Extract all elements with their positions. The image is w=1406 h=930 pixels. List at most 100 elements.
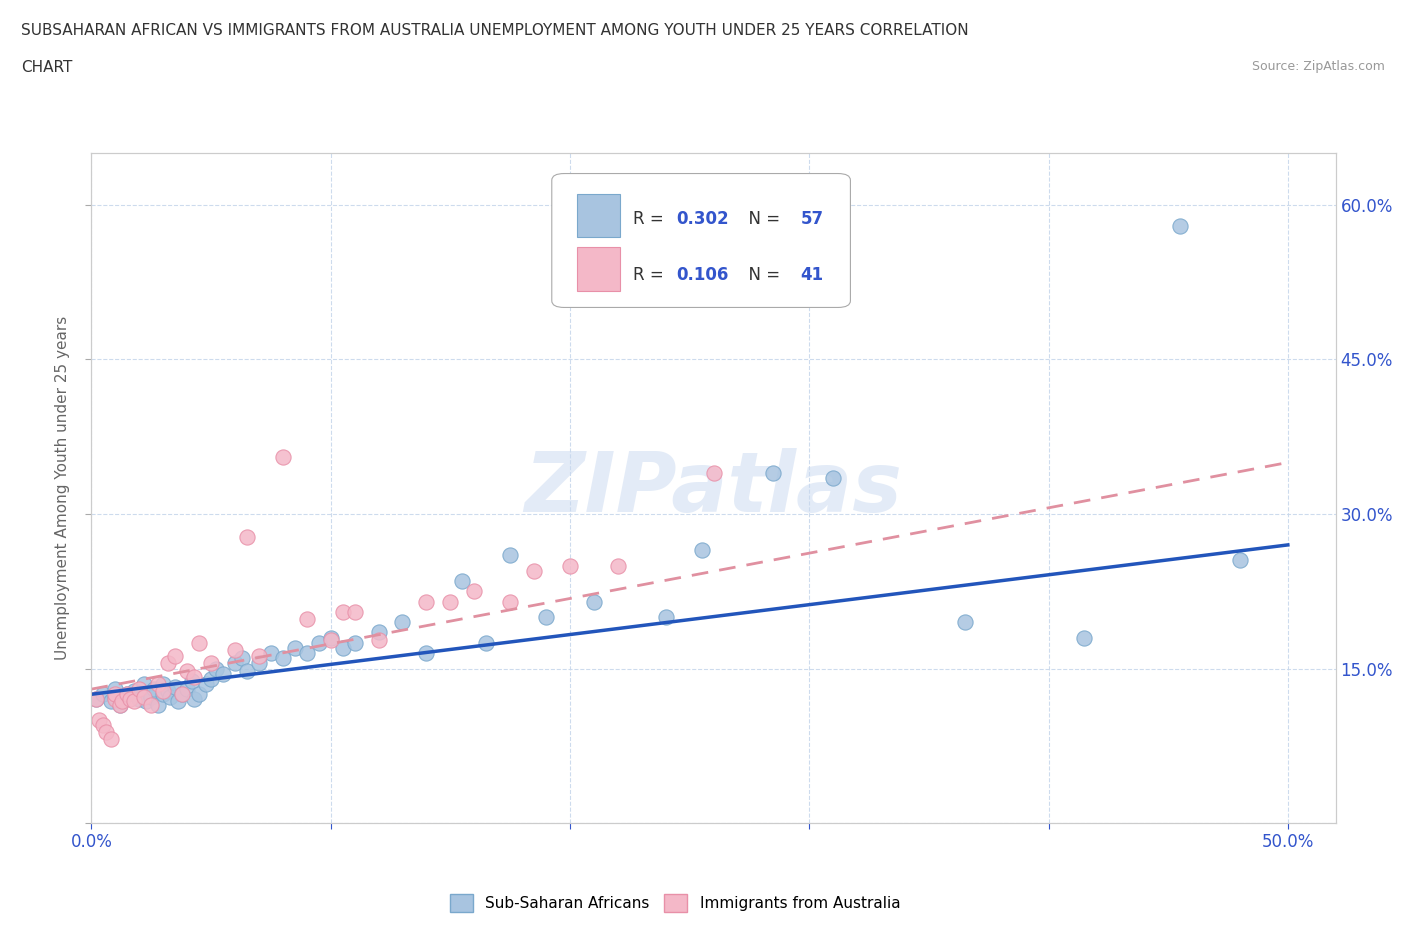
FancyBboxPatch shape xyxy=(576,247,620,291)
Point xyxy=(1168,219,1191,233)
Legend: Sub-Saharan Africans, Immigrants from Australia: Sub-Saharan Africans, Immigrants from Au… xyxy=(443,888,907,918)
Point xyxy=(93,718,115,733)
Point xyxy=(762,465,785,480)
Point xyxy=(319,631,342,645)
Text: N =: N = xyxy=(738,266,786,285)
Point xyxy=(260,645,283,660)
Point xyxy=(104,682,127,697)
Point xyxy=(499,594,522,609)
Point xyxy=(295,645,318,660)
Point xyxy=(1073,631,1095,645)
Point xyxy=(308,635,330,650)
Point xyxy=(654,609,676,624)
Point xyxy=(152,687,174,702)
Point xyxy=(124,694,146,709)
Point xyxy=(93,687,115,702)
Point xyxy=(104,692,127,707)
Point xyxy=(499,548,522,563)
Point xyxy=(156,684,179,698)
Text: SUBSAHARAN AFRICAN VS IMMIGRANTS FROM AUSTRALIA UNEMPLOYMENT AMONG YOUTH UNDER 2: SUBSAHARAN AFRICAN VS IMMIGRANTS FROM AU… xyxy=(21,23,969,38)
Point xyxy=(176,682,198,697)
Point xyxy=(128,682,150,697)
Point xyxy=(172,687,194,702)
Point xyxy=(200,671,222,686)
Point xyxy=(319,632,342,647)
Point xyxy=(823,471,845,485)
Point xyxy=(367,625,389,640)
Point xyxy=(117,687,139,702)
Point xyxy=(224,643,246,658)
Point xyxy=(100,731,122,746)
Point xyxy=(415,594,437,609)
Point xyxy=(606,558,628,573)
Point xyxy=(271,450,294,465)
Point xyxy=(523,564,546,578)
Point xyxy=(391,615,413,630)
Point xyxy=(141,690,163,705)
Point xyxy=(111,694,134,709)
Point xyxy=(183,670,205,684)
Point xyxy=(343,604,366,619)
Point xyxy=(132,676,155,691)
Point xyxy=(135,694,157,709)
Point xyxy=(475,635,498,650)
Point xyxy=(108,698,131,712)
Text: 0.302: 0.302 xyxy=(676,210,728,228)
Point xyxy=(205,661,228,676)
Point xyxy=(332,641,354,656)
Point xyxy=(231,651,253,666)
Point xyxy=(156,656,179,671)
Point xyxy=(128,692,150,707)
Point xyxy=(100,694,122,709)
Text: 0.106: 0.106 xyxy=(676,266,728,285)
Text: 41: 41 xyxy=(800,266,824,285)
Point xyxy=(1229,553,1251,568)
Point xyxy=(463,584,485,599)
Text: R =: R = xyxy=(633,210,669,228)
Point xyxy=(343,635,366,650)
Point xyxy=(94,725,117,740)
Point xyxy=(271,651,294,666)
Point xyxy=(165,649,187,664)
Point xyxy=(534,609,557,624)
Point xyxy=(132,690,155,705)
Point xyxy=(117,687,139,702)
Text: 57: 57 xyxy=(800,210,824,228)
Point xyxy=(148,698,170,712)
Point xyxy=(108,698,131,712)
Point xyxy=(953,615,976,630)
Point xyxy=(183,692,205,707)
Point xyxy=(104,690,127,705)
Point xyxy=(212,666,235,681)
Point xyxy=(142,682,165,697)
Point xyxy=(690,542,713,557)
Point xyxy=(200,656,222,671)
Point xyxy=(176,663,198,678)
Point xyxy=(172,687,194,702)
Y-axis label: Unemployment Among Youth under 25 years: Unemployment Among Youth under 25 years xyxy=(55,316,70,660)
Point xyxy=(87,712,110,727)
Point xyxy=(141,698,163,712)
Text: N =: N = xyxy=(738,210,786,228)
Text: CHART: CHART xyxy=(21,60,73,75)
Point xyxy=(702,465,725,480)
Point xyxy=(439,594,461,609)
Point xyxy=(247,656,270,671)
Point xyxy=(104,687,127,702)
Point xyxy=(582,594,605,609)
Point xyxy=(166,694,188,709)
Point xyxy=(224,656,246,671)
Point xyxy=(284,641,307,656)
Text: ZIPatlas: ZIPatlas xyxy=(524,447,903,529)
Point xyxy=(84,692,107,707)
Point xyxy=(558,558,581,573)
FancyBboxPatch shape xyxy=(576,193,620,237)
Point xyxy=(188,635,211,650)
FancyBboxPatch shape xyxy=(551,174,851,308)
Point xyxy=(247,649,270,664)
Text: R =: R = xyxy=(633,266,669,285)
Point xyxy=(236,663,259,678)
Point xyxy=(152,676,174,691)
Point xyxy=(118,692,141,707)
Point xyxy=(84,692,107,707)
